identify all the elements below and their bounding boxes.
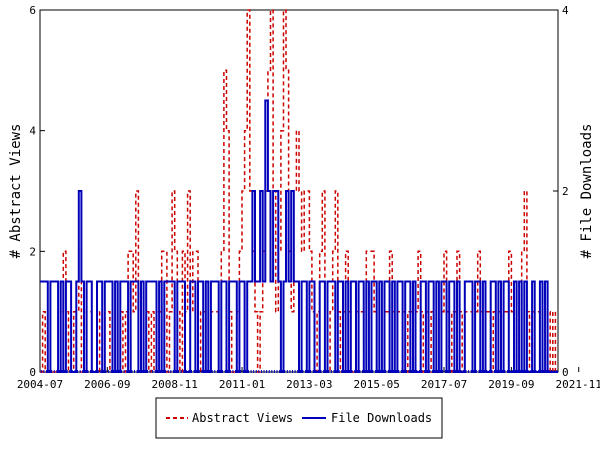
x-tick-label: 2008-11 bbox=[152, 378, 198, 391]
x-tick-label: 2006-09 bbox=[84, 378, 130, 391]
x-tick-label: 2019-09 bbox=[488, 378, 534, 391]
x-tick-label: 2021-11 bbox=[556, 378, 600, 391]
legend-label-file-downloads: File Downloads bbox=[331, 411, 432, 425]
y-right-axis-title: # File Downloads bbox=[579, 124, 595, 259]
x-tick-label: 2015-05 bbox=[354, 378, 400, 391]
y-left-axis-title: # Abstract Views bbox=[8, 124, 24, 259]
y-right-tick-label: 0 bbox=[562, 366, 569, 379]
y-right-tick-label: 2 bbox=[562, 185, 569, 198]
legend-label-abstract-views: Abstract Views bbox=[192, 411, 293, 425]
axis-ticks: 0 2 4 6 0 2 4 2004-07 2006-09 2008-11 2011-01 2013-… bbox=[17, 4, 600, 391]
y-right-tick-label: 4 bbox=[562, 4, 569, 17]
series-layer bbox=[40, 9, 558, 373]
x-tick-label: 2017-07 bbox=[421, 378, 467, 391]
y-left-tick-label: 6 bbox=[29, 4, 36, 17]
y-left-tick-label: 2 bbox=[29, 245, 36, 258]
legend: Abstract Views File Downloads bbox=[155, 397, 443, 439]
legend-box bbox=[155, 397, 443, 439]
x-tick-label: 2004-07 bbox=[17, 378, 63, 391]
y-left-tick-label: 0 bbox=[29, 366, 36, 379]
x-tick-label: 2011-01 bbox=[219, 378, 265, 391]
y-left-tick-label: 4 bbox=[29, 125, 36, 138]
x-tick-label: 2013-03 bbox=[286, 378, 332, 391]
